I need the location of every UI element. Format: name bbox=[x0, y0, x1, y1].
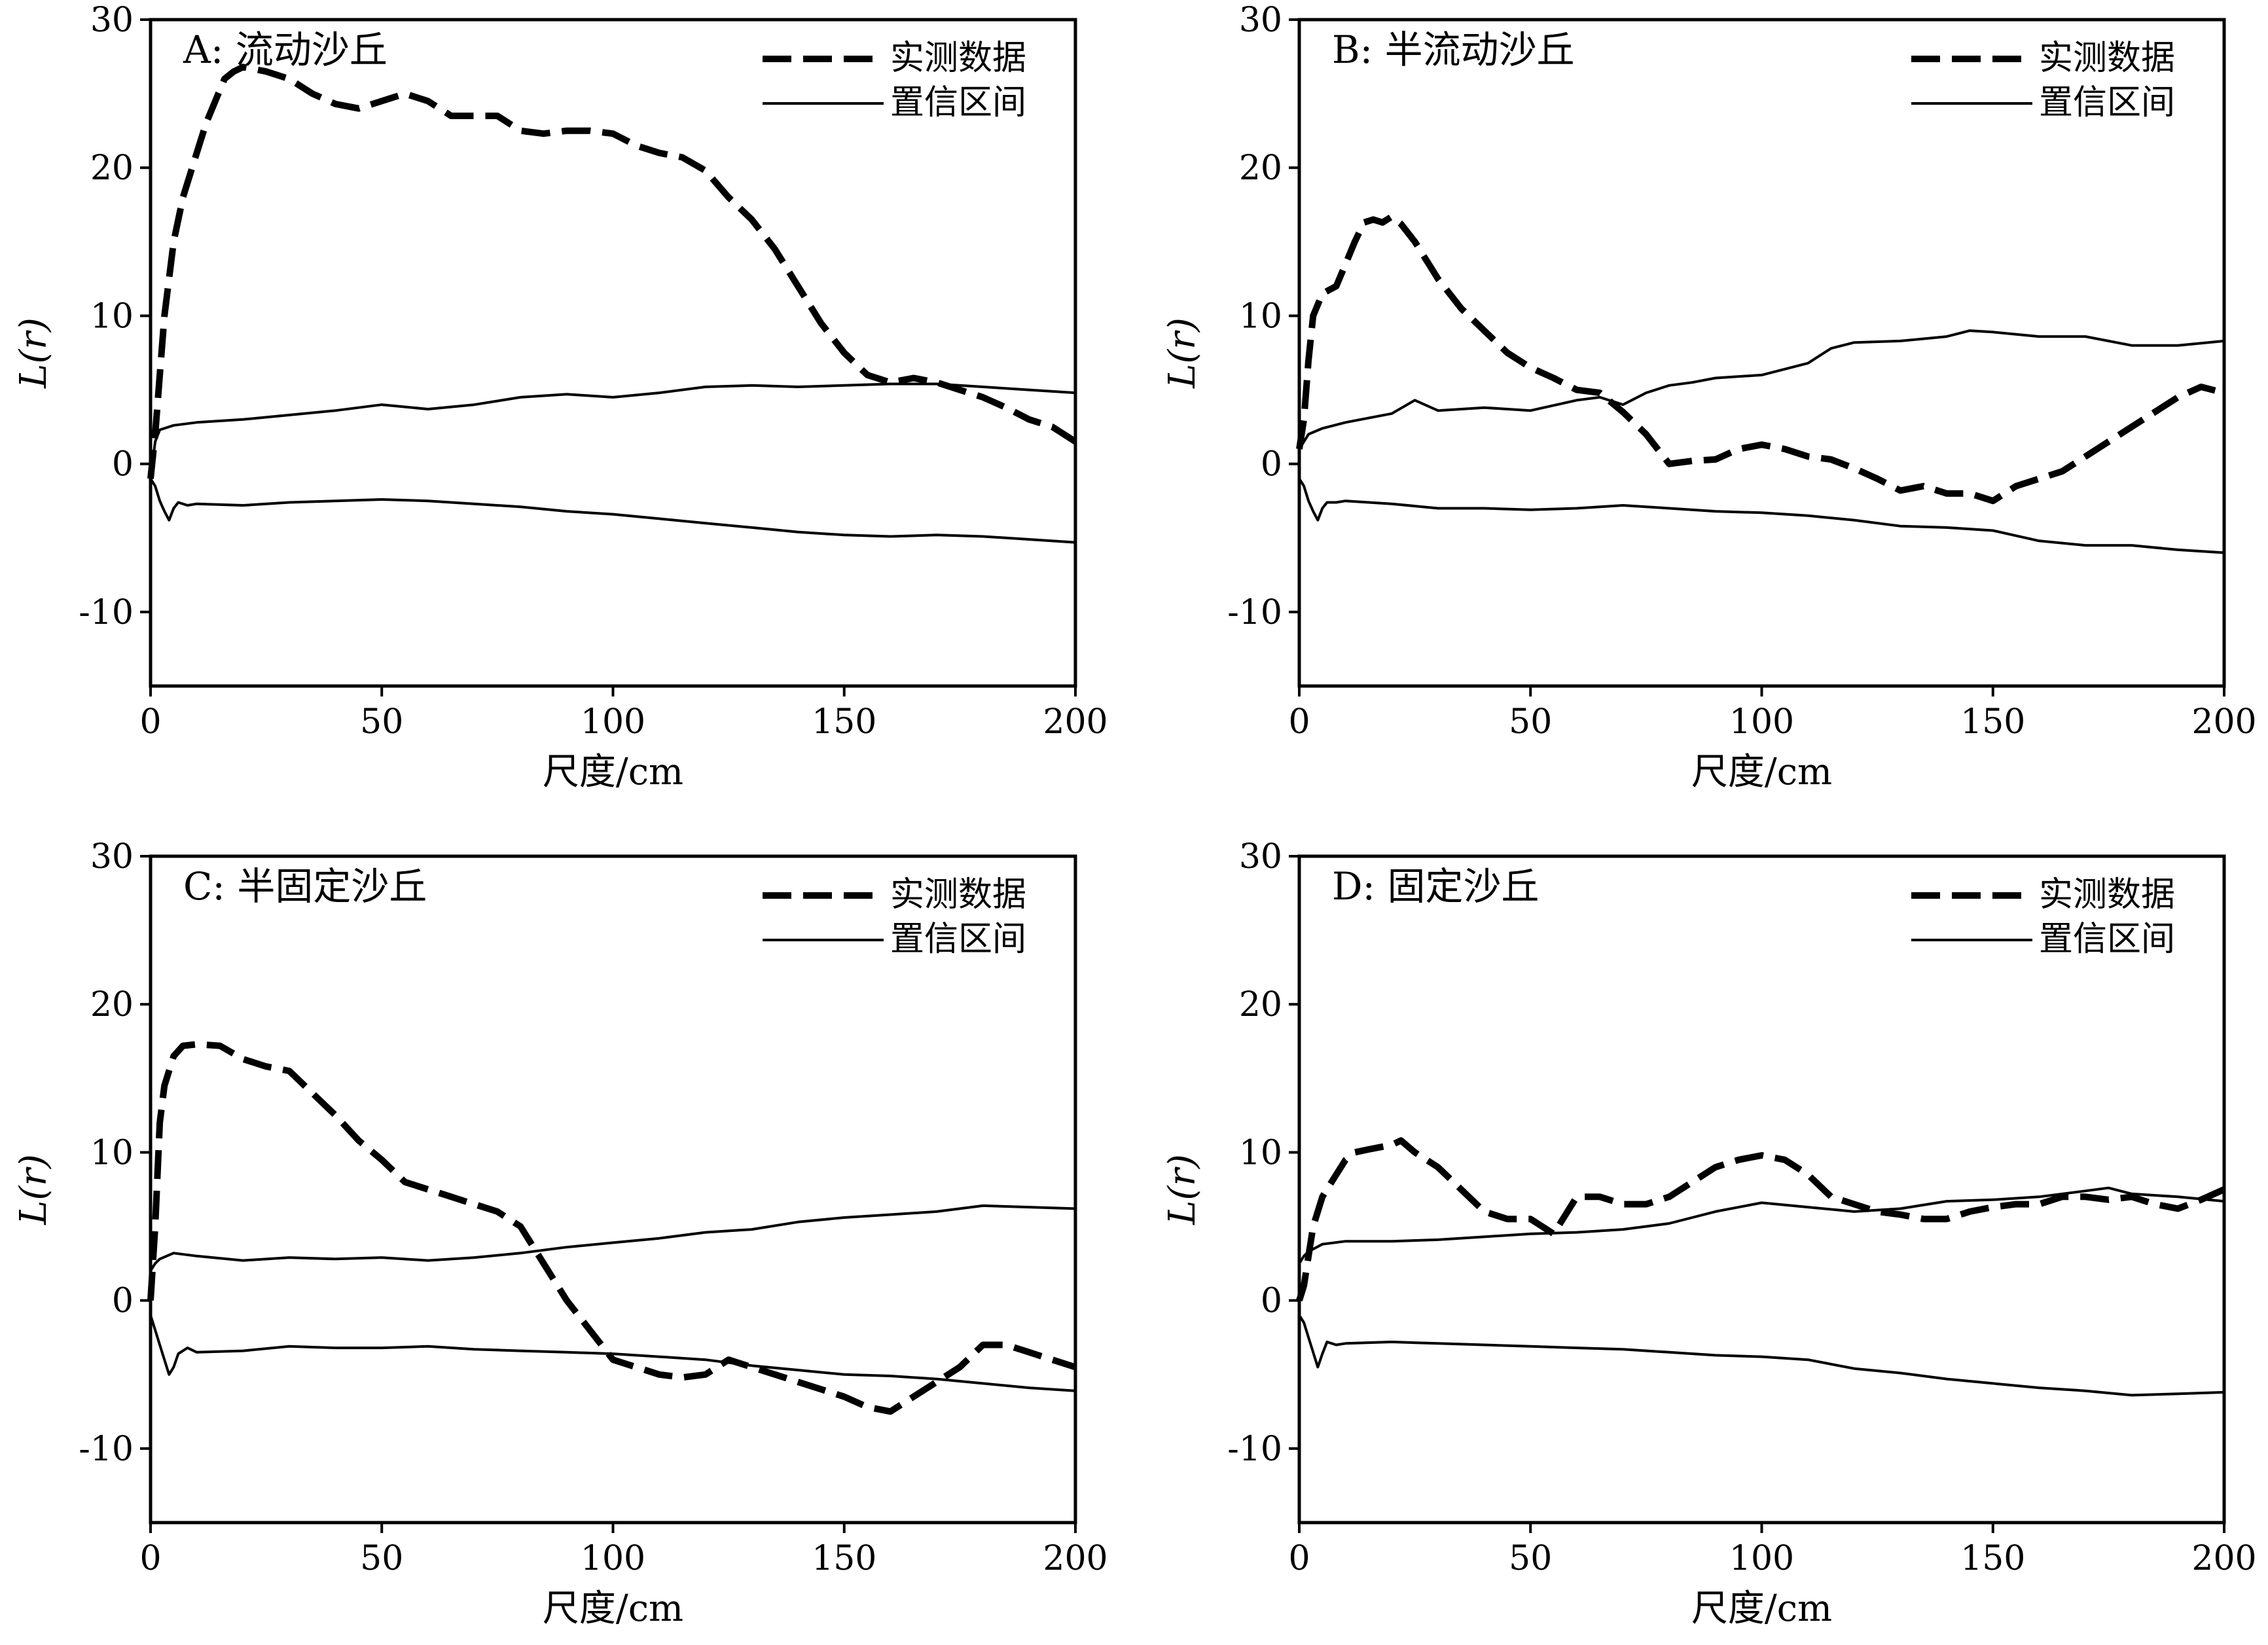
x-tick-label: 150 bbox=[1960, 702, 2025, 742]
x-tick-label: 200 bbox=[1043, 702, 1107, 742]
x-tick-label: 200 bbox=[2191, 1539, 2256, 1578]
series-line-observed bbox=[147, 63, 1077, 479]
x-tick-label: 50 bbox=[360, 702, 403, 742]
y-tick-label: 0 bbox=[112, 1282, 134, 1321]
x-tick-label: 50 bbox=[1509, 702, 1552, 742]
y-tick-label: 10 bbox=[90, 1133, 134, 1172]
x-tick-label: 100 bbox=[581, 1539, 645, 1578]
legend-label-observed: 实测数据 bbox=[2039, 39, 2175, 78]
series-line-envelope-2 bbox=[149, 478, 1076, 544]
y-tick-label: 0 bbox=[112, 445, 134, 484]
y-tick-label: -10 bbox=[79, 1430, 134, 1469]
y-tick-label: 20 bbox=[90, 985, 134, 1024]
x-tick-label: 150 bbox=[812, 1539, 876, 1578]
series-line-envelope-1 bbox=[1298, 329, 2225, 450]
y-tick-label: 30 bbox=[1239, 1, 1282, 40]
y-tick-label: 0 bbox=[1261, 445, 1282, 484]
y-tick-label: 10 bbox=[1239, 297, 1282, 336]
series-line-envelope-1 bbox=[149, 1204, 1076, 1272]
x-tick-label: 150 bbox=[812, 702, 876, 742]
y-tick-label: 20 bbox=[1239, 985, 1282, 1024]
series-line-envelope-1 bbox=[1298, 1186, 2225, 1265]
x-axis-label: 尺度/cm bbox=[1691, 751, 1832, 793]
x-tick-label: 150 bbox=[1960, 1539, 2025, 1578]
y-tick-label: 30 bbox=[1239, 837, 1282, 877]
series-line-observed bbox=[1296, 1137, 2226, 1302]
x-axis-label: 尺度/cm bbox=[1691, 1587, 1832, 1630]
x-tick-label: 50 bbox=[360, 1539, 403, 1578]
x-tick-label: 200 bbox=[1043, 1539, 1107, 1578]
y-tick-label: -10 bbox=[1227, 1430, 1282, 1469]
y-tick-label: 30 bbox=[90, 837, 134, 877]
panel-c: 0 50 100 150 200 -10 0 10 20 30 尺度/cm L(r) C: 半固定沙丘 实… bbox=[12, 837, 1108, 1630]
y-tick-label: -10 bbox=[79, 593, 134, 632]
x-tick-label: 0 bbox=[139, 1539, 161, 1578]
x-tick-label: 0 bbox=[139, 702, 161, 742]
legend-label-envelope: 置信区间 bbox=[2039, 83, 2175, 122]
y-tick-label: 20 bbox=[90, 149, 134, 188]
x-tick-label: 0 bbox=[1288, 1539, 1310, 1578]
x-tick-label: 200 bbox=[2191, 702, 2256, 742]
panel-title: D: 固定沙丘 bbox=[1332, 864, 1539, 909]
series-line-envelope-1 bbox=[149, 382, 1076, 479]
x-axis-label: 尺度/cm bbox=[543, 1587, 683, 1630]
x-tick-label: 0 bbox=[1288, 702, 1310, 742]
x-tick-label: 50 bbox=[1509, 1539, 1552, 1578]
legend-label-observed: 实测数据 bbox=[890, 875, 1026, 914]
panel-title: A: 流动沙丘 bbox=[183, 27, 387, 72]
x-tick-label: 100 bbox=[1729, 1539, 1794, 1578]
x-axis-label: 尺度/cm bbox=[543, 751, 683, 793]
y-tick-label: -10 bbox=[1227, 593, 1282, 632]
legend-label-envelope: 置信区间 bbox=[890, 83, 1026, 122]
series-line-observed bbox=[147, 1041, 1077, 1415]
legend-label-observed: 实测数据 bbox=[890, 39, 1026, 78]
series-line-envelope-2 bbox=[1298, 478, 2225, 554]
y-axis-label: L(r) bbox=[1161, 1154, 1204, 1225]
y-axis-label: L(r) bbox=[1161, 317, 1204, 389]
y-tick-label: 30 bbox=[90, 1, 134, 40]
y-axis-label: L(r) bbox=[12, 317, 55, 389]
panel-b: 0 50 100 150 200 -10 0 10 20 30 尺度/cm L(r) B: 半流动沙丘 实… bbox=[1161, 1, 2257, 793]
y-axis-label: L(r) bbox=[12, 1154, 55, 1225]
x-tick-label: 100 bbox=[1729, 702, 1794, 742]
panel-d: 0 50 100 150 200 -10 0 10 20 30 尺度/cm L(r) D: 固定沙丘 实测… bbox=[1161, 837, 2257, 1630]
panel-title: C: 半固定沙丘 bbox=[183, 864, 427, 909]
y-tick-label: 10 bbox=[1239, 1133, 1282, 1172]
y-tick-label: 0 bbox=[1261, 1282, 1282, 1321]
legend-label-envelope: 置信区间 bbox=[890, 920, 1026, 959]
y-tick-label: 20 bbox=[1239, 149, 1282, 188]
series-line-envelope-2 bbox=[149, 1314, 1076, 1392]
x-tick-label: 100 bbox=[581, 702, 645, 742]
legend-label-envelope: 置信区间 bbox=[2039, 920, 2175, 959]
series-line-envelope-2 bbox=[1298, 1314, 2225, 1397]
panel-title: B: 半流动沙丘 bbox=[1332, 27, 1575, 72]
legend-label-observed: 实测数据 bbox=[2039, 875, 2175, 914]
panel-a: 0 50 100 150 200 -10 0 10 20 30 尺度/cm L(r) A: 流动沙丘 实测… bbox=[12, 1, 1108, 793]
y-tick-label: 10 bbox=[90, 297, 134, 336]
series-line-observed bbox=[1296, 213, 2225, 505]
